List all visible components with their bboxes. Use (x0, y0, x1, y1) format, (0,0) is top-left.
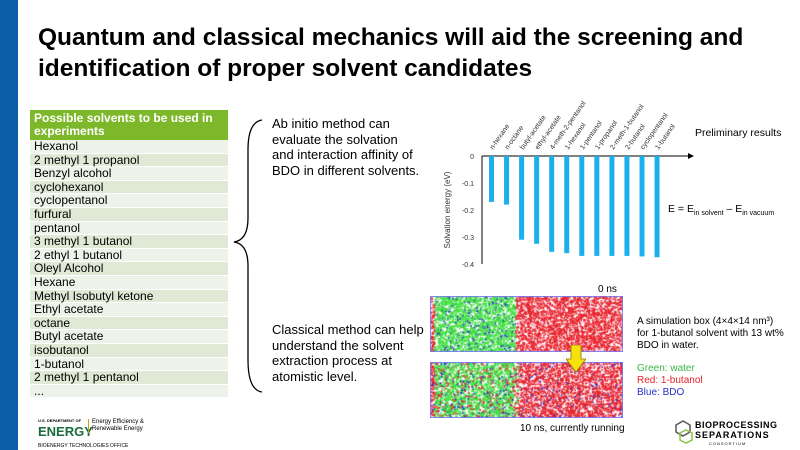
table-row: Ethyl acetate (30, 303, 228, 317)
doe-wordmark: ENERGY (38, 424, 93, 439)
bar-1-propanol (594, 156, 600, 256)
table-row: ... (30, 384, 228, 399)
table-row: octane (30, 316, 228, 331)
table-row: Benzyl alcohol (30, 167, 228, 181)
y-tick-label: -0.1 (462, 181, 474, 188)
legend-bdo: Blue: BDO (637, 387, 685, 398)
bar-2-butanol (624, 156, 630, 256)
bar-4-meth-2-pentanol (549, 156, 555, 252)
ab-initio-text: Ab initio method can evaluate the solvat… (272, 116, 420, 178)
x-axis-arrow (688, 153, 694, 159)
y-tick-label: -0.2 (462, 208, 474, 215)
y-axis-label: Solvation energy (eV) (443, 171, 452, 248)
table-row: 3 methyl 1 butanol (30, 235, 228, 249)
arrow-down-icon (566, 345, 586, 373)
bar-n-hexane (489, 156, 494, 202)
y-tick-label: -0.4 (462, 262, 474, 269)
doe-logo: U.S. DEPARTMENT OF ENERGY Energy Efficie… (38, 418, 144, 449)
eere-text: Energy Efficiency & Renewable Energy (88, 419, 148, 433)
table-header: Possible solvents to be used in experime… (30, 110, 228, 140)
bar-2-meth-1-butanol (609, 156, 615, 256)
doe-small: U.S. DEPARTMENT OF (38, 418, 82, 423)
sim-legend: Green: water Red: 1-butanol Blue: BDO (637, 363, 703, 399)
page-title: Quantum and classical mechanics will aid… (38, 24, 744, 82)
eq-sub2: in vacuum (742, 210, 775, 218)
table-row: Hexanol (30, 139, 228, 154)
table-row: Oleyl Alcohol (30, 262, 228, 276)
table-row: 2 methyl 1 pentanol (30, 370, 228, 385)
table-row: Hexane (30, 275, 228, 290)
bar-1-butanol (654, 156, 660, 258)
bar-cyclopentanol (639, 156, 645, 257)
bar-ethyl-acetate (534, 156, 540, 244)
eq-mid: – E (723, 203, 743, 215)
hexagon-logo-icon (675, 420, 693, 444)
sim-top-label: 0 ns (598, 284, 617, 295)
simulation-box-10ns (430, 362, 623, 418)
bar-n-octane (504, 156, 510, 205)
y-tick-label: 0 (470, 154, 474, 161)
sim-description: A simulation box (4×4×14 nm³) for 1-buta… (637, 316, 784, 351)
equation: E = Ein solvent – Ein vacuum (668, 202, 774, 222)
table-row: pentanol (30, 221, 228, 236)
preliminary-note: Preliminary results (695, 127, 782, 139)
eq-sub1: in solvent (693, 210, 724, 218)
classical-text: Classical method can help understand the… (272, 322, 424, 384)
table-row: Methyl Isobutyl ketone (30, 289, 228, 304)
table-row: cyclohexanol (30, 180, 228, 195)
solvents-table: Possible solvents to be used in experime… (30, 110, 228, 399)
eq-lhs: E = E (668, 203, 694, 215)
legend-butanol: Red: 1-butanol (637, 375, 703, 386)
table-row: Butyl acetate (30, 330, 228, 344)
table-row: furfural (30, 207, 228, 222)
bto-text: BIOENERGY TECHNOLOGIES OFFICE (38, 443, 129, 449)
bar-1-pentanol (579, 156, 585, 256)
brace-icon (233, 119, 263, 393)
table-row: 1-butanol (30, 357, 228, 372)
bar-butyl-acetate (519, 156, 525, 240)
left-accent-bar (0, 0, 18, 450)
sim-bottom-label: 10 ns, currently running (520, 423, 625, 434)
bar-1-hexanol (564, 156, 570, 254)
table-row: isobutanol (30, 343, 228, 358)
simulation-box-0ns (430, 296, 623, 352)
bsc-line2: SEPARATIONS (695, 430, 770, 440)
bsc-line1: BIOPROCESSING (695, 420, 778, 430)
table-row: 2 ethyl 1 butanol (30, 248, 228, 263)
bsc-line3: CONSORTIUM (709, 441, 747, 446)
legend-water: Green: water (637, 363, 695, 374)
table-row: cyclopentanol (30, 194, 228, 208)
y-tick-label: -0.3 (462, 235, 474, 242)
table-row: 2 methyl 1 propanol (30, 153, 228, 168)
